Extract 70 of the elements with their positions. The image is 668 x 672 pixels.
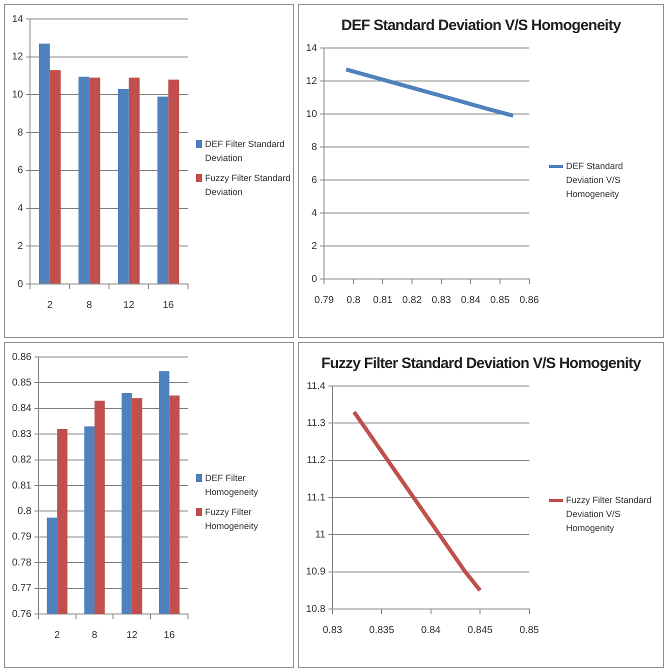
y-tick-label: 0.8 bbox=[18, 506, 32, 517]
legend-label: DEF Filter Standard Deviation bbox=[205, 138, 286, 165]
y-tick-label: 0.81 bbox=[12, 480, 32, 492]
x-tick-label: 0.83 bbox=[322, 624, 343, 636]
x-tick-label: 16 bbox=[164, 630, 176, 641]
bar bbox=[157, 96, 168, 284]
y-tick-label: 0.79 bbox=[12, 532, 32, 543]
y-tick-label: 14 bbox=[306, 42, 318, 54]
y-tick-label: 0.85 bbox=[12, 377, 32, 388]
y-tick-label: 10.9 bbox=[306, 566, 326, 578]
y-tick-label: 11.2 bbox=[306, 455, 326, 466]
y-tick-label: 6 bbox=[312, 174, 318, 186]
y-tick-label: 0.82 bbox=[12, 454, 32, 466]
x-tick-label: 0.85 bbox=[520, 624, 540, 636]
y-tick-label: 0.86 bbox=[12, 352, 32, 363]
y-tick-label: 0.83 bbox=[12, 428, 32, 440]
legend-label: Fuzzy Filter Homogeneity bbox=[205, 506, 260, 533]
y-tick-label: 11.3 bbox=[306, 418, 326, 429]
bar bbox=[168, 80, 180, 284]
y-tick-label: 0.76 bbox=[12, 608, 32, 620]
x-tick-label: 0.84 bbox=[421, 624, 442, 636]
bar bbox=[50, 70, 61, 284]
x-tick-label: 8 bbox=[92, 630, 98, 641]
x-tick-label: 0.82 bbox=[402, 294, 422, 306]
y-tick-label: 0.84 bbox=[12, 403, 32, 414]
y-tick-label: 0 bbox=[312, 274, 318, 285]
y-tick-label: 10 bbox=[12, 89, 24, 100]
x-tick-label: 8 bbox=[86, 300, 93, 311]
bar bbox=[89, 78, 100, 284]
x-tick-label: 0.845 bbox=[468, 624, 494, 636]
x-tick-label: 2 bbox=[54, 630, 60, 641]
y-tick-label: 10 bbox=[306, 108, 318, 120]
y-tick-label: 14 bbox=[12, 14, 24, 25]
chart-title: DEF Standard Deviation V/S Homogeneity bbox=[340, 17, 622, 34]
bar bbox=[118, 89, 129, 284]
x-tick-label: 0.8 bbox=[346, 294, 361, 306]
y-tick-label: 12 bbox=[306, 76, 318, 87]
x-tick-label: 0.83 bbox=[432, 294, 452, 306]
y-tick-label: 8 bbox=[18, 127, 24, 138]
y-tick-label: 4 bbox=[312, 208, 318, 219]
y-tick-label: 2 bbox=[18, 240, 24, 252]
x-tick-label: 0.86 bbox=[520, 294, 540, 306]
legend-label: Fuzzy Filter Standard Deviation bbox=[205, 172, 291, 199]
y-tick-label: 11 bbox=[315, 529, 326, 540]
y-tick-label: 6 bbox=[18, 165, 24, 176]
y-tick-label: 12 bbox=[12, 52, 24, 63]
x-tick-label: 0.835 bbox=[369, 624, 395, 636]
y-tick-label: 8 bbox=[312, 142, 318, 153]
y-tick-label: 11.4 bbox=[306, 380, 326, 392]
bar bbox=[128, 78, 140, 284]
x-tick-label: 0.84 bbox=[460, 294, 481, 306]
x-tick-label: 0.81 bbox=[373, 294, 393, 306]
bar bbox=[39, 44, 50, 284]
legend-label: DEF Filter Homogeneity bbox=[205, 472, 260, 499]
y-tick-label: 0 bbox=[18, 278, 24, 290]
x-tick-label: 12 bbox=[123, 300, 135, 311]
y-tick-label: 0.78 bbox=[12, 557, 32, 568]
x-tick-label: 12 bbox=[126, 630, 138, 641]
y-tick-label: 0.77 bbox=[12, 583, 32, 594]
x-tick-label: 16 bbox=[162, 300, 174, 311]
legend-label: DEF Standard Deviation V/S Homogeneity bbox=[566, 160, 624, 201]
legend-label: Fuzzy Filter Standard Deviation V/S Homogenity bbox=[566, 494, 653, 535]
y-tick-label: 2 bbox=[312, 240, 318, 252]
y-tick-label: 11.1 bbox=[306, 492, 326, 504]
chart-title: Fuzzy Filter Standard Deviation V/S Homogenity bbox=[320, 355, 642, 372]
bar bbox=[78, 76, 90, 284]
y-tick-label: 10.8 bbox=[306, 604, 326, 615]
x-tick-label: 2 bbox=[47, 300, 54, 311]
x-tick-label: 0.85 bbox=[490, 294, 510, 306]
y-tick-label: 4 bbox=[18, 203, 24, 214]
